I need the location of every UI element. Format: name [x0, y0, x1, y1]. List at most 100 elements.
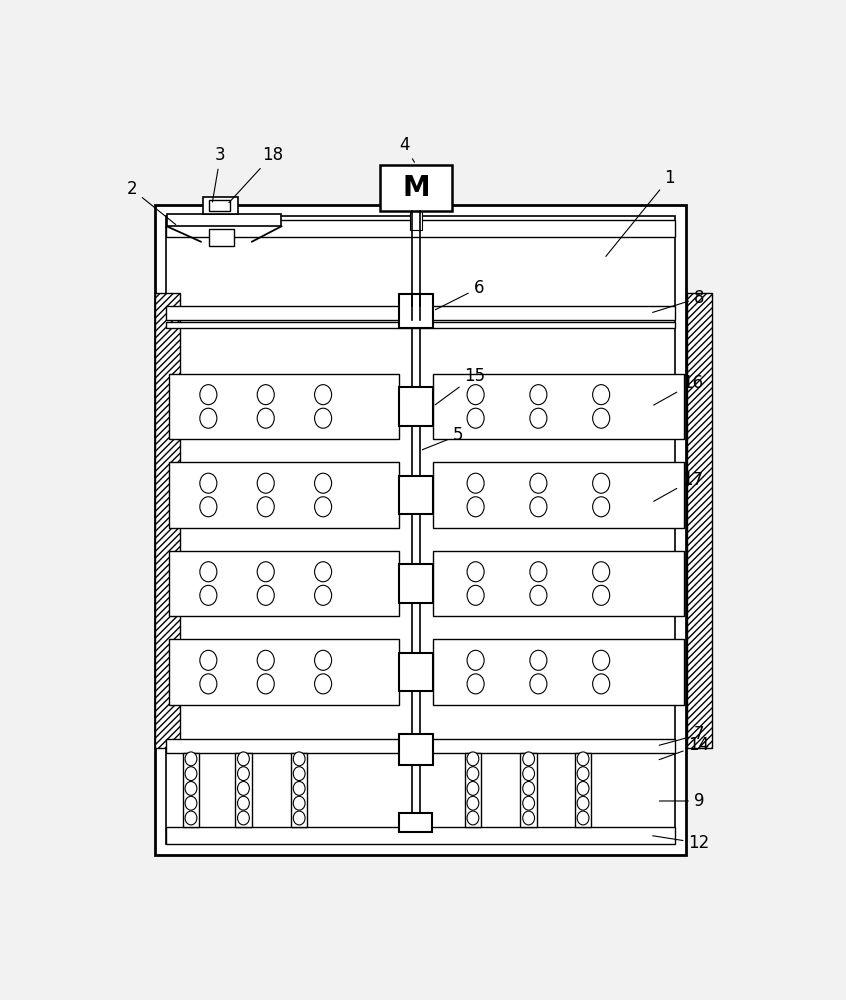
Circle shape	[593, 497, 610, 517]
Bar	[166, 306, 675, 320]
Circle shape	[257, 385, 274, 405]
Circle shape	[238, 811, 250, 825]
Text: 14: 14	[659, 736, 710, 760]
Text: 6: 6	[436, 279, 484, 310]
Bar	[169, 374, 398, 439]
Circle shape	[200, 385, 217, 405]
Bar	[166, 827, 675, 844]
Circle shape	[467, 767, 479, 781]
Circle shape	[467, 674, 484, 694]
Circle shape	[530, 650, 547, 670]
Bar	[398, 653, 433, 691]
Circle shape	[523, 767, 535, 781]
Circle shape	[467, 811, 479, 825]
Bar	[155, 293, 180, 748]
Circle shape	[200, 674, 217, 694]
Circle shape	[315, 497, 332, 517]
Circle shape	[467, 752, 479, 766]
Circle shape	[467, 796, 479, 810]
Circle shape	[530, 408, 547, 428]
Bar	[464, 753, 481, 827]
Circle shape	[315, 562, 332, 582]
Bar	[433, 374, 684, 439]
Circle shape	[315, 650, 332, 670]
Circle shape	[593, 674, 610, 694]
Text: 17: 17	[654, 471, 703, 501]
Text: 2: 2	[127, 180, 176, 225]
Bar	[433, 551, 684, 616]
Circle shape	[577, 767, 589, 781]
Text: 18: 18	[229, 146, 283, 203]
Text: 1: 1	[606, 169, 675, 256]
Circle shape	[238, 752, 250, 766]
Bar	[166, 216, 675, 844]
Circle shape	[200, 562, 217, 582]
Bar	[433, 462, 684, 528]
Circle shape	[593, 385, 610, 405]
Text: 4: 4	[398, 136, 415, 162]
Circle shape	[530, 473, 547, 493]
Circle shape	[200, 585, 217, 605]
Bar	[398, 476, 433, 514]
Circle shape	[467, 473, 484, 493]
Circle shape	[315, 674, 332, 694]
Circle shape	[257, 562, 274, 582]
Circle shape	[238, 796, 250, 810]
Circle shape	[257, 408, 274, 428]
Circle shape	[315, 385, 332, 405]
Bar	[687, 293, 712, 748]
Text: 7: 7	[659, 725, 705, 745]
Circle shape	[257, 585, 274, 605]
Bar	[166, 739, 675, 753]
Circle shape	[185, 811, 197, 825]
Bar	[167, 214, 282, 226]
Circle shape	[530, 562, 547, 582]
Circle shape	[294, 796, 305, 810]
Text: 15: 15	[435, 367, 486, 405]
Text: 3: 3	[212, 146, 226, 202]
Text: 12: 12	[652, 834, 710, 852]
Circle shape	[185, 796, 197, 810]
Circle shape	[200, 473, 217, 493]
Circle shape	[294, 767, 305, 781]
Bar	[169, 462, 398, 528]
Bar	[169, 639, 398, 705]
Circle shape	[185, 781, 197, 795]
Bar	[155, 205, 686, 855]
Circle shape	[294, 752, 305, 766]
Bar	[166, 220, 675, 237]
Circle shape	[294, 811, 305, 825]
Circle shape	[530, 497, 547, 517]
Circle shape	[238, 767, 250, 781]
Circle shape	[577, 796, 589, 810]
Circle shape	[467, 562, 484, 582]
Bar	[398, 564, 433, 603]
Circle shape	[315, 408, 332, 428]
Text: 16: 16	[654, 374, 703, 405]
Circle shape	[577, 781, 589, 795]
Circle shape	[523, 752, 535, 766]
Circle shape	[315, 473, 332, 493]
Bar	[399, 813, 432, 832]
Circle shape	[200, 650, 217, 670]
Circle shape	[577, 752, 589, 766]
Circle shape	[530, 385, 547, 405]
Circle shape	[467, 385, 484, 405]
Circle shape	[200, 497, 217, 517]
Text: 5: 5	[422, 426, 464, 450]
Bar	[209, 229, 233, 246]
Bar	[575, 753, 591, 827]
Bar	[209, 200, 230, 211]
Circle shape	[467, 585, 484, 605]
Circle shape	[530, 585, 547, 605]
Circle shape	[467, 781, 479, 795]
Circle shape	[238, 781, 250, 795]
Circle shape	[523, 811, 535, 825]
Bar	[203, 197, 238, 214]
Bar	[410, 211, 422, 230]
Circle shape	[523, 796, 535, 810]
Circle shape	[257, 473, 274, 493]
Bar	[291, 753, 307, 827]
Text: M: M	[402, 174, 430, 202]
Bar	[398, 387, 433, 426]
